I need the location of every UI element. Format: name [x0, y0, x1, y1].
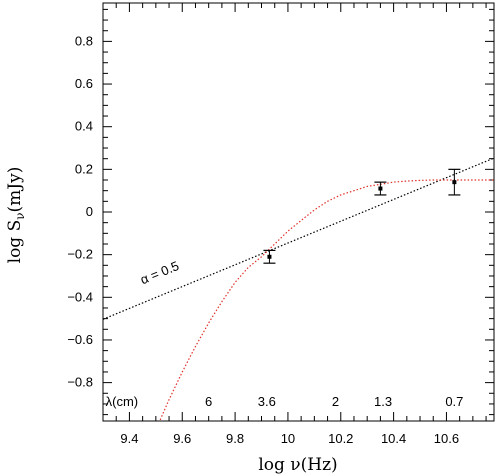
wavelength-label: λ(cm)	[106, 394, 139, 409]
y-tick-label: −0.6	[67, 332, 93, 347]
wavelength-mark: 3.6	[258, 394, 276, 409]
plot-lines	[103, 157, 494, 421]
plot-frame	[102, 2, 495, 422]
data-point	[378, 186, 383, 191]
x-tick-label: 10.2	[328, 431, 353, 446]
y-tick-label: 0.4	[75, 119, 93, 134]
y-tick-label: 0	[86, 204, 93, 219]
y-axis-title-unit: (mJy)	[5, 167, 25, 213]
x-tick-label: 9.6	[173, 431, 191, 446]
x-tick-label: 10	[281, 431, 295, 446]
wavelength-mark: 6	[205, 394, 212, 409]
y-tick-label: −0.4	[67, 289, 93, 304]
wavelength-mark: 0.7	[445, 394, 463, 409]
y-axis-title: log Sν(mJy)	[5, 167, 27, 264]
x-axis-title: log ν(Hz)	[258, 455, 337, 475]
x-tick-label: 10.4	[381, 431, 406, 446]
wavelength-mark: 1.3	[374, 394, 392, 409]
power-law-label: α = 0.5	[138, 258, 181, 287]
y-tick-label: 0.8	[75, 33, 93, 48]
y-tick-label: 0.6	[75, 76, 93, 91]
data-point	[452, 180, 457, 185]
x-tick-label: 9.4	[120, 431, 138, 446]
x-tick-labels: 9.4 9.6 9.8 10 10.2 10.4 10.6	[120, 431, 459, 446]
data-points	[263, 168, 461, 264]
y-axis-title-main: log S	[5, 220, 25, 264]
fit-curve	[159, 179, 494, 421]
y-tick-label: 0.2	[75, 161, 93, 176]
axis-ticks	[103, 3, 494, 421]
power-law-line	[103, 157, 494, 320]
wavelength-mark: 2	[332, 394, 339, 409]
annotations: α = 0.5 λ(cm) 6 3.6 2 1.3 0.7	[106, 258, 464, 409]
y-tick-label: −0.2	[67, 247, 93, 262]
y-axis-title-sub: ν	[13, 212, 27, 219]
x-tick-label: 10.6	[434, 431, 459, 446]
data-point	[267, 254, 272, 259]
x-tick-label: 9.8	[226, 431, 244, 446]
y-tick-labels: −0.8 −0.6 −0.4 −0.2 0 0.2 0.4 0.6 0.8	[67, 33, 93, 389]
y-tick-label: −0.8	[67, 375, 93, 390]
